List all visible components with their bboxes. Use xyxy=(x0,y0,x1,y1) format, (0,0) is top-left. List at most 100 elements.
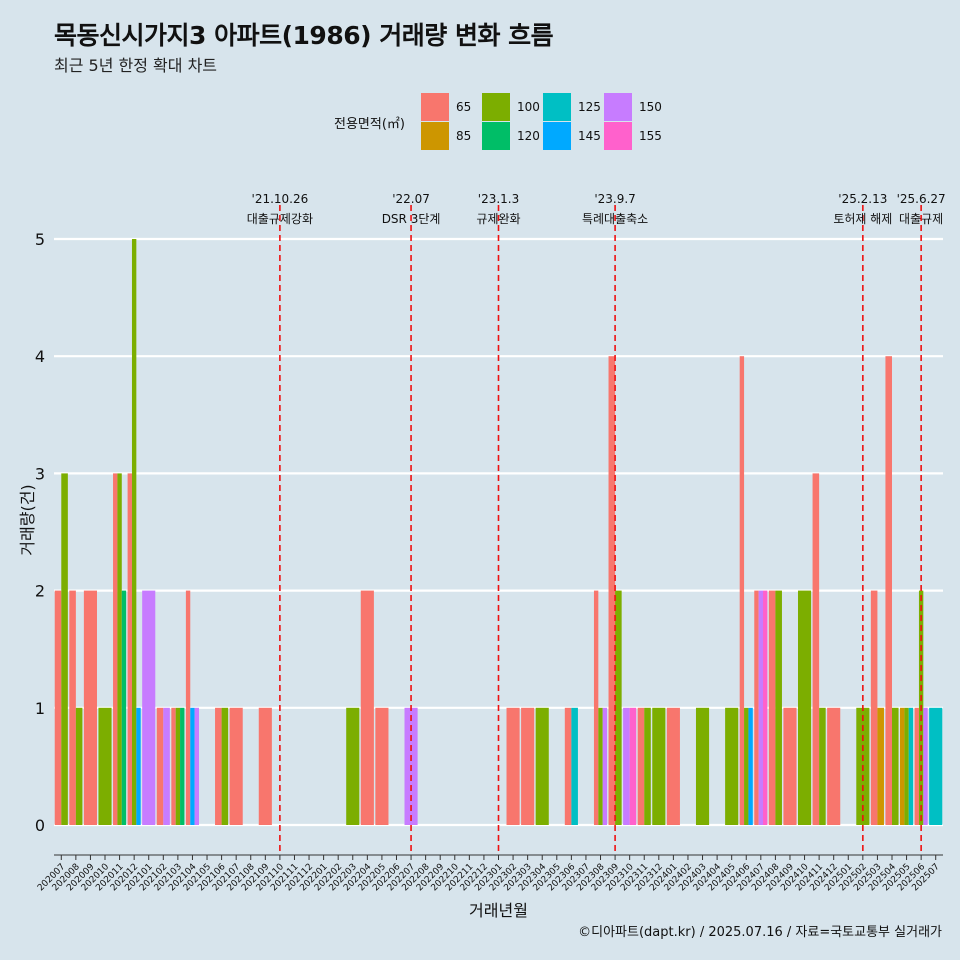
bar xyxy=(885,356,892,825)
bar xyxy=(744,707,749,825)
bar xyxy=(175,707,181,825)
legend-item: 85 xyxy=(421,122,471,150)
bar xyxy=(819,707,826,825)
legend-item: 125 xyxy=(543,93,601,121)
bar xyxy=(923,707,928,825)
legend-item: 155 xyxy=(604,122,662,150)
bar xyxy=(914,707,919,825)
legend: 65 85 100 120 125 145 150 155 xyxy=(421,93,681,153)
bar xyxy=(163,707,170,825)
bar xyxy=(194,707,200,825)
bar xyxy=(117,473,122,825)
event-date-label: '22.07 xyxy=(392,192,430,206)
y-tick-label: 5 xyxy=(35,230,45,249)
bar xyxy=(666,707,680,825)
y-tick-label: 4 xyxy=(35,347,45,366)
legend-title: 전용면적(㎡) xyxy=(334,117,405,132)
bar xyxy=(131,239,137,825)
bar xyxy=(827,707,841,825)
legend-swatch xyxy=(604,122,632,150)
bar xyxy=(891,707,899,825)
bar xyxy=(375,707,389,825)
legend-label: 125 xyxy=(578,100,601,114)
bar xyxy=(156,707,164,825)
legend-swatch xyxy=(543,93,571,121)
bar xyxy=(797,590,812,825)
x-axis-title: 거래년월 xyxy=(469,901,528,920)
bar xyxy=(608,356,616,825)
bar xyxy=(83,590,97,825)
bar xyxy=(535,707,549,825)
bar xyxy=(571,707,578,825)
bar xyxy=(725,707,739,825)
bar xyxy=(870,590,878,825)
caption: ©디아파트(dapt.kr) / 2025.07.16 / 자료=국토교통부 실… xyxy=(578,925,942,940)
bar xyxy=(748,707,753,825)
bar xyxy=(346,707,360,825)
bar xyxy=(739,356,745,825)
legend-label: 155 xyxy=(639,129,662,143)
bar xyxy=(121,590,127,825)
legend-item: 65 xyxy=(421,93,471,121)
legend-label: 65 xyxy=(456,100,472,114)
bar xyxy=(908,707,914,825)
legend-item: 100 xyxy=(482,93,540,121)
bar xyxy=(623,707,630,825)
bar xyxy=(768,590,776,825)
legend-swatch xyxy=(482,93,510,121)
bar xyxy=(190,707,195,825)
event-name-label: 대출규제강화 xyxy=(247,212,313,226)
bar xyxy=(602,707,608,825)
bar xyxy=(695,707,710,825)
bar xyxy=(127,473,132,825)
event-name-label: 규제완화 xyxy=(476,212,520,226)
legend-label: 120 xyxy=(517,129,540,143)
bar xyxy=(593,590,599,825)
bar xyxy=(758,590,764,825)
legend-swatch xyxy=(604,93,632,121)
bar xyxy=(754,590,759,825)
event-date-label: '25.6.27 xyxy=(897,192,946,206)
legend-label: 100 xyxy=(517,100,540,114)
bar xyxy=(75,707,83,825)
bar xyxy=(763,590,768,825)
legend-item: 145 xyxy=(543,122,601,150)
bar xyxy=(171,707,176,825)
legend-swatch xyxy=(421,93,449,121)
bar xyxy=(215,707,222,825)
event-date-label: '23.1.3 xyxy=(478,192,519,206)
bar xyxy=(136,707,141,825)
bar xyxy=(637,707,645,825)
legend-label: 85 xyxy=(456,129,472,143)
legend-swatch xyxy=(421,122,449,150)
bar xyxy=(652,707,666,825)
bar xyxy=(185,590,191,825)
y-tick-label: 2 xyxy=(35,582,45,601)
bar xyxy=(877,707,884,825)
event-name-label: 특례대출축소 xyxy=(582,212,648,226)
bar xyxy=(775,590,782,825)
bar xyxy=(113,473,118,825)
event-date-label: '25.2.13 xyxy=(838,192,887,206)
bar xyxy=(61,473,68,825)
legend-item: 120 xyxy=(482,122,540,150)
event-date-label: '23.9.7 xyxy=(594,192,635,206)
bar xyxy=(615,590,622,825)
bar xyxy=(180,707,185,825)
legend-swatch xyxy=(543,122,571,150)
bar xyxy=(98,707,112,825)
bar xyxy=(54,590,62,825)
bar xyxy=(598,707,603,825)
legend-item: 150 xyxy=(604,93,662,121)
bar xyxy=(258,707,272,825)
y-axis-title: 거래량(건) xyxy=(18,484,37,555)
bar xyxy=(812,473,820,825)
bar xyxy=(69,590,76,825)
chart-subtitle: 최근 5년 한정 확대 차트 xyxy=(54,56,218,75)
event-name-label: 대출규제 xyxy=(899,212,943,226)
bar xyxy=(221,707,229,825)
bar xyxy=(142,590,156,825)
bar xyxy=(929,707,943,825)
legend-swatch xyxy=(482,122,510,150)
